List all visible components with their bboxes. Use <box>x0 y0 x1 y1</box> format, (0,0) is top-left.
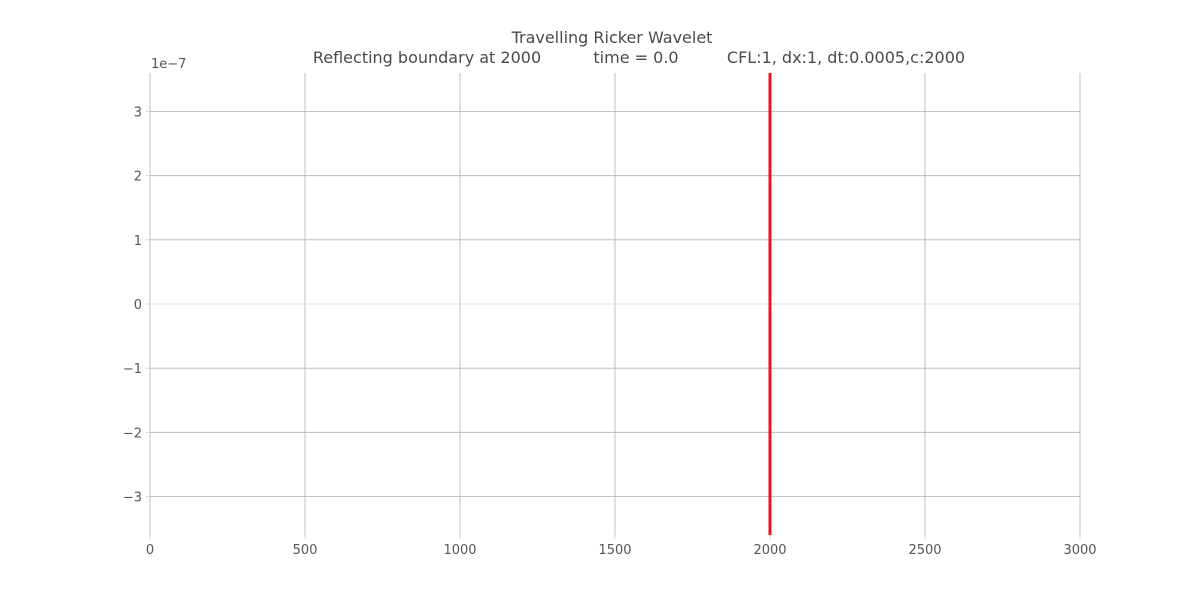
x-tick-label: 1500 <box>598 543 631 558</box>
y-tick-label: −2 <box>123 426 142 441</box>
x-tick-label: 2500 <box>908 543 941 558</box>
y-tick-label: 1 <box>134 234 142 249</box>
x-tick-label: 2000 <box>753 543 786 558</box>
chart-title: Travelling Ricker Wavelet <box>511 28 713 47</box>
x-tick-label: 1000 <box>443 543 476 558</box>
y-tick-label: 2 <box>134 170 142 185</box>
chart-subtitle-params: CFL:1, dx:1, dt:0.0005,c:2000 <box>727 48 965 67</box>
y-tick-label: −3 <box>123 491 142 506</box>
x-tick-label: 500 <box>293 543 318 558</box>
y-offset-label: 1e−7 <box>151 57 186 72</box>
y-tick-label: −1 <box>123 362 142 377</box>
x-tick-label: 3000 <box>1063 543 1096 558</box>
x-axis: 0 500 1000 1500 2000 2500 3000 <box>146 535 1097 558</box>
y-tick-label: 3 <box>134 106 142 121</box>
chart-subtitle-boundary: Reflecting boundary at 2000 <box>313 48 541 67</box>
y-axis: −3 −2 −1 0 1 2 3 <box>123 106 150 506</box>
y-tick-label: 0 <box>134 298 142 313</box>
chart-subtitle-time: time = 0.0 <box>593 48 678 67</box>
x-tick-label: 0 <box>146 543 154 558</box>
